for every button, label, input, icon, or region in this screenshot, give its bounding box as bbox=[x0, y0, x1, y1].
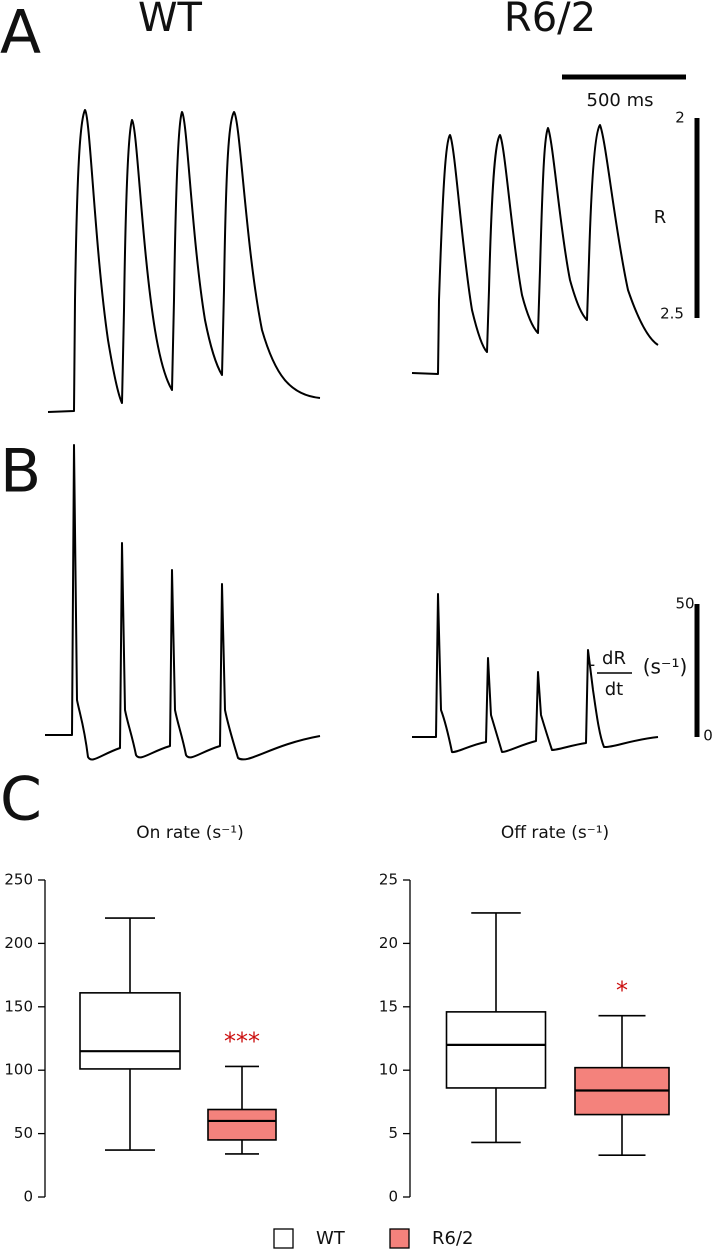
scale-label: 2.5 bbox=[660, 305, 684, 323]
scale-label: R bbox=[654, 207, 667, 228]
scale-label: - bbox=[589, 654, 596, 675]
box bbox=[79, 992, 181, 1070]
trace bbox=[411, 124, 659, 375]
scale-label: dR bbox=[602, 648, 626, 669]
scale-label: 500 ms bbox=[587, 90, 654, 111]
scale-label: dt bbox=[605, 679, 623, 700]
chart-title: Off rate (s⁻¹) bbox=[501, 823, 609, 843]
significance: *** bbox=[224, 1027, 260, 1055]
legend-swatch bbox=[273, 1228, 294, 1249]
legend-label: WT bbox=[316, 1228, 346, 1249]
panel-label: C bbox=[0, 765, 42, 835]
y-tick-label: 250 bbox=[4, 871, 33, 889]
y-tick-label: 25 bbox=[379, 871, 398, 889]
panel-label: B bbox=[0, 437, 41, 507]
trace bbox=[47, 109, 321, 413]
y-tick-label: 5 bbox=[388, 1124, 398, 1142]
trace bbox=[45, 444, 321, 761]
y-tick-label: 15 bbox=[379, 997, 398, 1015]
y-tick-label: 150 bbox=[4, 997, 33, 1015]
scale-label: (s⁻¹) bbox=[643, 655, 688, 679]
y-tick-label: 100 bbox=[4, 1061, 33, 1079]
chart-title: On rate (s⁻¹) bbox=[136, 823, 243, 843]
box bbox=[445, 1011, 547, 1089]
y-tick-label: 0 bbox=[388, 1188, 398, 1206]
scale-label: 50 bbox=[675, 595, 694, 613]
column-title: WT bbox=[138, 0, 203, 41]
y-tick-label: 0 bbox=[23, 1188, 33, 1206]
y-tick-label: 10 bbox=[379, 1061, 398, 1079]
column-title: R6/2 bbox=[504, 0, 596, 41]
significance: * bbox=[616, 977, 628, 1005]
y-tick-label: 200 bbox=[4, 934, 33, 952]
y-tick-label: 50 bbox=[14, 1124, 33, 1142]
scale-label: 2 bbox=[675, 109, 685, 127]
panel-label: A bbox=[0, 0, 41, 68]
legend-swatch bbox=[389, 1228, 410, 1249]
y-tick-label: 20 bbox=[379, 934, 398, 952]
trace bbox=[412, 593, 659, 754]
legend-label: R6/2 bbox=[432, 1228, 473, 1249]
box bbox=[207, 1108, 277, 1141]
scale-label: 0 bbox=[703, 727, 713, 745]
